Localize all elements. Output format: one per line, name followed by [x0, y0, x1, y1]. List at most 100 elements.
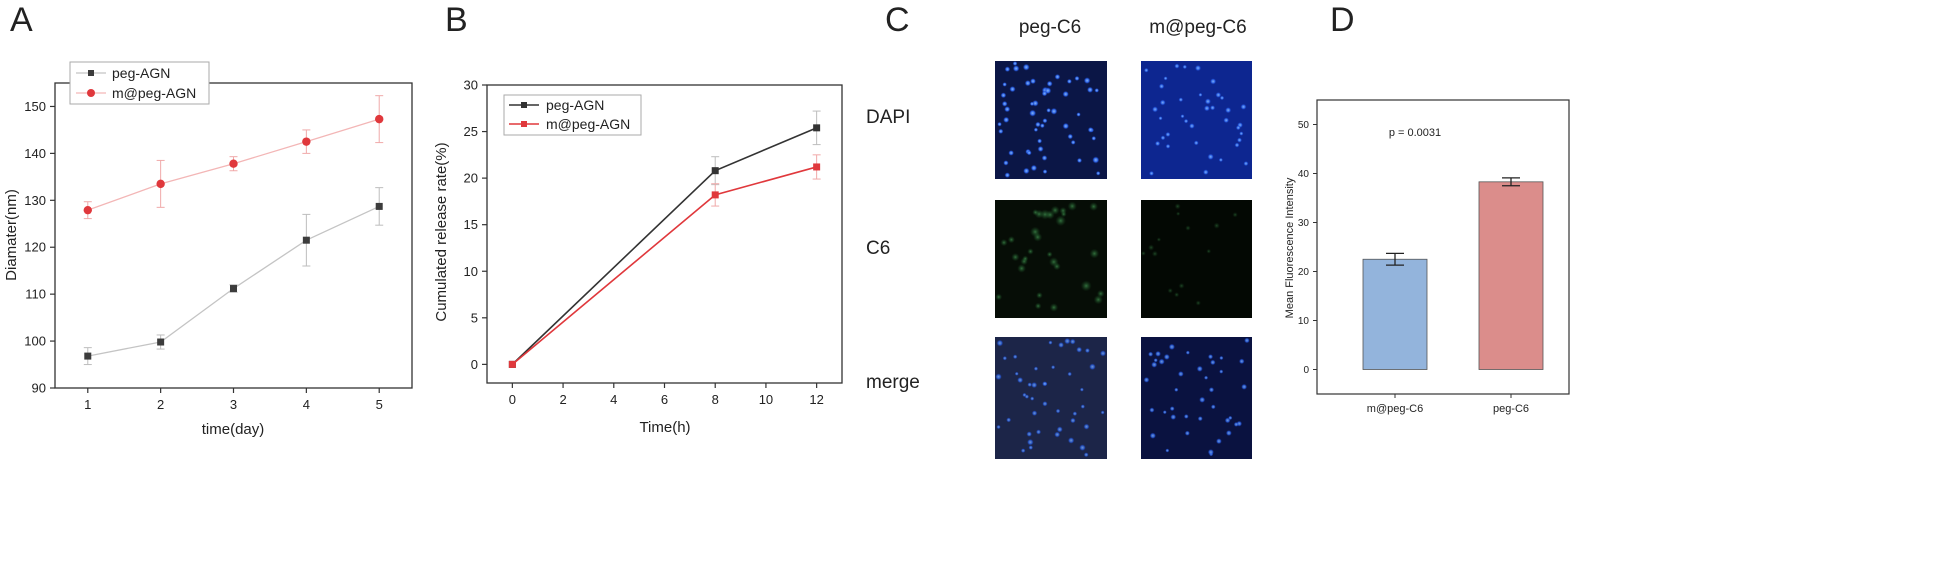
cell-nucleus	[1026, 438, 1034, 446]
cell-nucleus	[1094, 88, 1100, 93]
cell-nucleus	[1095, 171, 1101, 176]
chart-b-xtick-label-3: 6	[661, 392, 668, 407]
cell-nucleus	[1196, 365, 1203, 372]
cell-nucleus	[1182, 64, 1188, 70]
chart-b-series-1-point-1	[711, 167, 719, 175]
cell-nucleus	[1158, 116, 1163, 121]
cell-nucleus	[1041, 90, 1048, 97]
cell-nucleus	[1177, 371, 1184, 377]
cell-nucleus	[1225, 430, 1232, 437]
cell-nucleus	[1235, 125, 1241, 131]
cell-nucleus	[1042, 401, 1048, 407]
cell-nucleus	[1083, 423, 1090, 430]
cell-nucleus	[1209, 78, 1217, 85]
chart-b-ytick-label-2: 10	[464, 264, 478, 279]
cell-nucleus	[1072, 411, 1078, 417]
cell-nucleus	[1042, 381, 1048, 387]
cell-nucleus	[1207, 354, 1214, 360]
cell-nucleus	[1008, 150, 1015, 156]
cell-nucleus	[1042, 169, 1048, 174]
cell-nucleus	[1238, 358, 1245, 365]
cell-nucleus	[1009, 86, 1016, 93]
cell-nucleus	[995, 373, 1002, 381]
cell-nucleus	[1067, 133, 1074, 140]
cell-nucleus	[1012, 65, 1020, 72]
cell-nucleus	[1027, 382, 1033, 387]
cell-nucleus	[1089, 248, 1100, 259]
chart-a-xlabel: time(day)	[202, 421, 265, 438]
cell-nucleus	[1143, 67, 1149, 73]
cell-nucleus	[1059, 206, 1067, 215]
cell-nucleus	[1054, 431, 1061, 438]
cell-nucleus	[1029, 101, 1035, 107]
cell-nucleus	[1093, 294, 1103, 305]
chart-b-ytick-label-1: 5	[471, 310, 478, 325]
chart-d-ylabel: Mean Fluorescence Intensity	[1284, 177, 1296, 318]
cell-nucleus	[1091, 135, 1097, 141]
cell-nucleus	[1092, 156, 1100, 164]
chart-d: 0 10 20 30 40 50 m@peg-C6 peg-C6 p = 0.0031 Mea…	[1284, 99, 1570, 415]
cell-nucleus	[1149, 407, 1155, 413]
chart-b-series-2-point-0	[508, 360, 516, 368]
cell-nucleus	[1185, 350, 1190, 355]
cell-nucleus	[996, 339, 1004, 347]
cell-nucleus	[1143, 376, 1150, 383]
micrograph-c6-peg-c6	[995, 200, 1107, 318]
cell-nucleus	[1042, 118, 1048, 124]
chart-b-series-2-line	[511, 166, 817, 365]
chart-d-ytick-label-1: 10	[1298, 316, 1310, 327]
cell-nucleus	[1067, 201, 1077, 211]
chart-b-legend-marker-1	[521, 102, 527, 108]
chart-b-legend-marker-2	[521, 121, 527, 127]
cell-nucleus	[1024, 80, 1031, 87]
chart-b-xtick-label-4: 8	[712, 392, 719, 407]
cell-nucleus	[1002, 82, 1007, 87]
cell-nucleus	[1080, 280, 1092, 292]
panel-b: B 0 2 4 6 8 10 12 0 5 10 15 20 25 30 Time(h) Cumulate…	[433, 1, 843, 436]
cell-nucleus	[1023, 167, 1030, 175]
cell-nucleus	[1033, 127, 1039, 132]
cell-nucleus	[1033, 232, 1043, 242]
cell-nucleus	[1080, 404, 1086, 409]
panel-c-letter: C	[885, 1, 910, 39]
chart-b-ytick-label-5: 25	[464, 124, 478, 139]
cell-nucleus	[1031, 381, 1038, 389]
cell-nucleus	[1167, 287, 1173, 294]
chart-a-ytick-label-0: 90	[32, 381, 46, 396]
cell-nucleus	[1218, 157, 1224, 163]
cell-nucleus	[1244, 337, 1250, 344]
chart-a-xtick-label-4: 5	[376, 397, 383, 412]
cell-nucleus	[1079, 444, 1086, 451]
cell-nucleus	[1183, 414, 1189, 419]
cell-nucleus	[1074, 75, 1080, 81]
cell-nucleus	[1225, 107, 1232, 114]
cell-nucleus	[1193, 140, 1199, 146]
cell-nucleus	[1050, 107, 1058, 115]
cell-nucleus	[1004, 106, 1011, 113]
chart-d-ytick-label-2: 20	[1298, 267, 1310, 278]
cell-nucleus	[1064, 337, 1071, 345]
chart-d-xtick-label-0: m@peg-C6	[1367, 403, 1423, 415]
cell-nucleus	[1215, 438, 1222, 445]
cell-nucleus	[1158, 358, 1165, 365]
cell-nucleus	[1050, 365, 1056, 370]
chart-b-series-1-point-2	[813, 124, 821, 132]
panel-c-row-label-3: merge	[866, 372, 920, 393]
cell-nucleus	[1197, 416, 1203, 422]
chart-b-ytick-label-4: 20	[464, 171, 478, 186]
chart-a-series-1-point-4	[375, 202, 383, 210]
chart-a-series-1-line	[87, 205, 380, 357]
cell-nucleus	[1030, 396, 1035, 401]
cell-nucleus	[1046, 251, 1053, 258]
micrograph-texture	[995, 201, 1105, 312]
chart-a-frame	[54, 82, 413, 389]
cell-nucleus	[1232, 212, 1238, 218]
chart-a: 1 2 3 4 5 90 100 110 120 130 140 150 time(day) Diam…	[3, 61, 413, 438]
panel-c-col-label-2: m@peg-C6	[1149, 17, 1246, 38]
cell-nucleus	[1099, 350, 1107, 357]
chart-b-xtick-label-0: 0	[509, 392, 516, 407]
cell-nucleus	[1006, 417, 1012, 423]
cell-nucleus	[1017, 377, 1024, 384]
chart-a-series-2-point-0	[83, 205, 92, 215]
chart-b-series-1-line	[511, 127, 817, 365]
